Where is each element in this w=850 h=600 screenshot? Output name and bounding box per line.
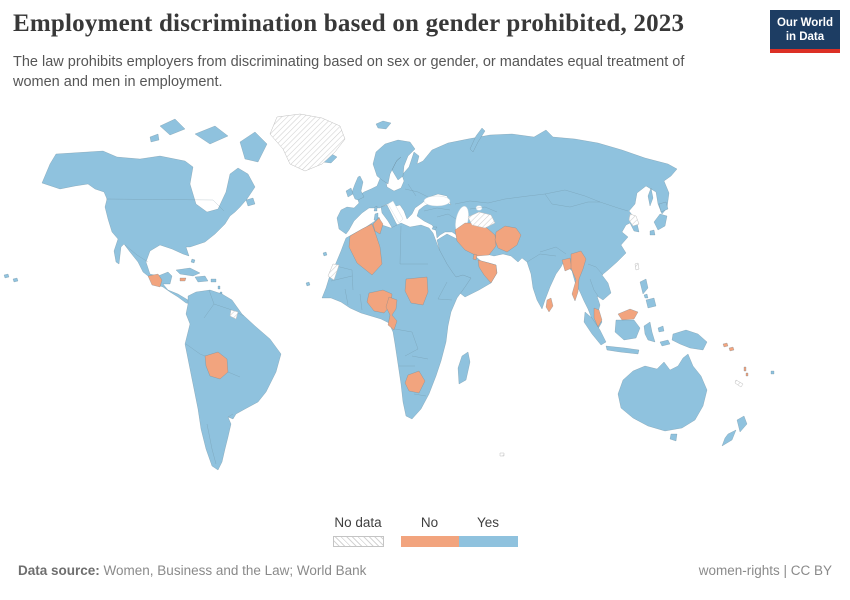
country-afghanistan: [494, 225, 522, 253]
page-title: Employment discrimination based on gende…: [13, 10, 685, 37]
legend-item-no[interactable]: No: [400, 515, 459, 547]
landmass-south-america[interactable]: [184, 289, 282, 471]
data-source[interactable]: Data source: Women, Business and the Law…: [18, 563, 366, 578]
legend-label-yes: Yes: [476, 515, 500, 530]
country-oman-uae: [477, 259, 498, 284]
country-malaysia-borneo: [617, 308, 639, 321]
world-map[interactable]: [0, 104, 850, 516]
country-taiwan: [634, 262, 640, 271]
aral-sea: [475, 205, 483, 211]
country-botswana: [404, 370, 426, 394]
data-source-text: Women, Business and the Law; World Bank: [99, 563, 367, 578]
country-new-caledonia: [734, 379, 744, 388]
country-myanmar: [570, 250, 587, 302]
country-north-korea: [628, 213, 640, 227]
country-solomon-islands: [722, 342, 729, 348]
adriatic-sea: [387, 200, 404, 224]
data-source-label: Data source:: [18, 563, 100, 578]
country-greenland: [269, 113, 346, 172]
country-french-guiana: [229, 309, 239, 320]
chart-footer: Data source: Women, Business and the Law…: [18, 563, 832, 578]
country-guatemala: [147, 273, 163, 288]
country-vanuatu-2: [745, 372, 749, 377]
island-kerguelen: [499, 452, 505, 457]
country-malaysia-peninsular: [593, 307, 603, 328]
country-vanuatu: [743, 366, 747, 372]
country-sri-lanka: [545, 297, 554, 313]
owid-logo[interactable]: Our World in Data: [769, 10, 840, 54]
country-qatar: [472, 253, 478, 261]
legend-item-no-data[interactable]: No data: [332, 515, 384, 547]
legend-swatch-no-data: [332, 536, 384, 547]
legend-swatch-no: [400, 536, 459, 547]
country-turkmenistan: [467, 211, 496, 229]
landmass-north-america[interactable]: [3, 118, 268, 305]
country-tunisia: [372, 217, 384, 235]
landmass-east-asia-islands[interactable]: [583, 201, 708, 355]
legend-swatch-yes: [458, 536, 518, 547]
black-sea: [423, 195, 451, 207]
country-algeria: [348, 223, 383, 276]
country-bolivia: [204, 351, 229, 380]
legend-label-no: No: [420, 515, 439, 530]
owid-logo-line2: in Data: [785, 31, 825, 44]
chart-subtitle: The law prohibits employers from discrim…: [13, 54, 685, 90]
legend-label-no-data: No data: [334, 515, 382, 530]
rights-note[interactable]: women-rights | CC BY: [698, 563, 832, 578]
countries-no[interactable]: [147, 217, 749, 394]
landmass-caribbean[interactable]: [175, 258, 224, 301]
countries-no-data[interactable]: [229, 113, 744, 457]
landmass-africa[interactable]: [305, 216, 472, 420]
country-jamaica: [179, 277, 187, 282]
country-cameroon-congo: [385, 296, 398, 331]
legend-item-yes[interactable]: Yes: [458, 515, 518, 547]
landmass-oceania[interactable]: [617, 353, 775, 447]
country-solomon-islands-2: [728, 346, 735, 352]
country-borders: [105, 183, 629, 465]
country-sudan: [404, 276, 429, 306]
country-western-sahara: [327, 263, 340, 281]
map-legend: No data No Yes: [0, 515, 850, 547]
owid-logo-line1: Our World: [776, 17, 833, 29]
